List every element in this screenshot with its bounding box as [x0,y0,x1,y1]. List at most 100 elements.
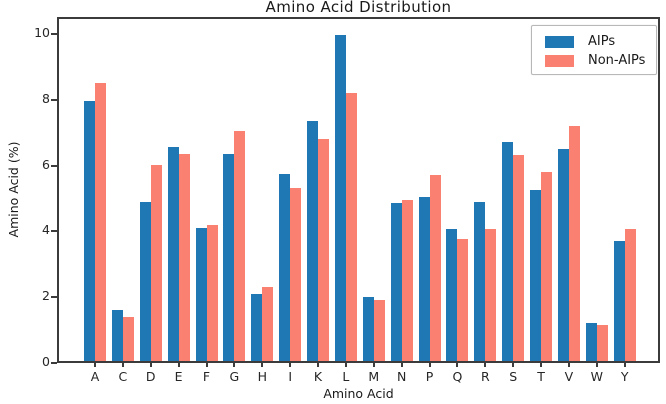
bar-group-F [193,224,221,361]
bar-Non-AIPs-W [596,324,608,361]
bar-Non-AIPs-P [429,175,441,361]
x-tick-mark [372,363,375,367]
x-tick-label-E: E [174,369,183,384]
bar-group-T [527,171,555,361]
bar-group-L [332,35,360,361]
bar-AIPs-S [502,142,514,361]
x-tick-label-Q: Q [452,369,463,384]
bar-Non-AIPs-A [95,83,106,361]
x-tick-label-Y: Y [620,369,629,384]
bar-group-M [360,296,388,361]
bar-group-G [220,130,248,361]
y-tick-label-10: 10 [34,25,50,41]
legend: AIPs Non-AIPs [531,25,657,75]
bar-AIPs-L [334,35,346,361]
bar-group-D [137,165,165,361]
y-tick-label-0: 0 [42,354,50,369]
bar-Non-AIPs-V [568,125,580,361]
bar-Non-AIPs-S [513,155,525,361]
x-tick-label-L: L [342,369,350,384]
legend-swatch-Non-AIPs [545,54,574,67]
y-tick-label-4: 4 [42,222,50,238]
bar-AIPs-A [84,101,95,361]
bar-Non-AIPs-T [541,171,553,361]
legend-swatch-AIPs [545,35,574,48]
bar-group-P [416,175,444,361]
x-tick-mark [149,363,152,367]
x-tick-mark [484,363,487,367]
x-tick-mark [456,363,459,367]
bar-Non-AIPs-N [401,199,413,361]
x-tick-label-T: T [537,369,545,384]
y-tick-mark [51,362,57,364]
bar-AIPs-F [195,227,207,361]
bar-AIPs-Q [446,229,458,361]
bar-AIPs-N [390,203,402,361]
bar-Non-AIPs-D [150,165,162,361]
bar-AIPs-R [474,201,486,361]
x-tick-mark [567,363,570,367]
legend-entry-AIPs: AIPs [532,32,656,51]
bar-group-N [388,199,416,361]
y-axis-label: Amino Acid (%) [6,141,21,238]
chart-title: Amino Acid Distribution [265,0,452,16]
bar-Non-AIPs-K [318,139,330,361]
bar-Non-AIPs-E [178,153,190,361]
x-tick-label-C: C [118,369,128,384]
x-tick-label-A: A [90,369,100,384]
bar-group-W [583,323,611,361]
bar-AIPs-E [167,147,179,361]
x-tick-label-N: N [396,369,407,384]
y-tick-label-2: 2 [42,288,50,304]
bar-AIPs-H [251,293,263,361]
x-tick-mark [344,363,347,367]
x-tick-mark [623,363,626,367]
x-tick-label-D: D [145,369,156,384]
bar-group-I [276,173,304,361]
x-tick-label-R: R [480,369,490,384]
x-tick-label-S: S [509,369,518,384]
x-tick-mark [261,363,264,367]
bar-Non-AIPs-G [234,130,246,361]
bar-AIPs-I [279,173,291,361]
bar-Non-AIPs-F [206,224,218,361]
x-tick-mark [289,363,292,367]
x-tick-mark [400,363,403,367]
bar-group-Y [611,229,639,361]
x-tick-mark [317,363,320,367]
bar-Non-AIPs-R [485,229,497,361]
bar-AIPs-G [223,153,235,361]
bar-group-K [304,120,332,361]
bar-AIPs-V [557,148,569,361]
bar-group-H [248,287,276,361]
x-tick-label-H: H [257,369,267,384]
x-tick-label-M: M [368,369,380,384]
y-tick-label-6: 6 [42,156,50,172]
x-tick-mark [428,363,431,367]
bar-AIPs-P [418,196,430,361]
x-tick-label-P: P [425,369,434,384]
legend-label: Non-AIPs [588,53,646,68]
legend-label: AIPs [588,34,616,49]
y-tick-mark [51,33,57,36]
y-tick-mark [51,164,57,167]
bar-AIPs-W [585,323,597,361]
bar-Non-AIPs-Q [457,239,469,361]
y-tick-mark [51,98,57,101]
bar-Non-AIPs-M [373,300,385,361]
x-tick-mark [512,363,515,367]
x-tick-mark [595,363,598,367]
bar-Non-AIPs-C [122,316,134,361]
x-tick-label-W: W [590,369,604,384]
x-tick-label-K: K [313,369,323,384]
bar-Non-AIPs-L [345,93,357,361]
bar-group-A [81,83,109,361]
x-tick-mark [177,363,180,367]
x-tick-mark [233,363,236,367]
y-tick-mark [51,230,57,233]
x-tick-mark [94,363,96,367]
bar-AIPs-Y [613,240,625,361]
y-tick-label-8: 8 [42,90,50,106]
bar-group-S [499,142,527,361]
